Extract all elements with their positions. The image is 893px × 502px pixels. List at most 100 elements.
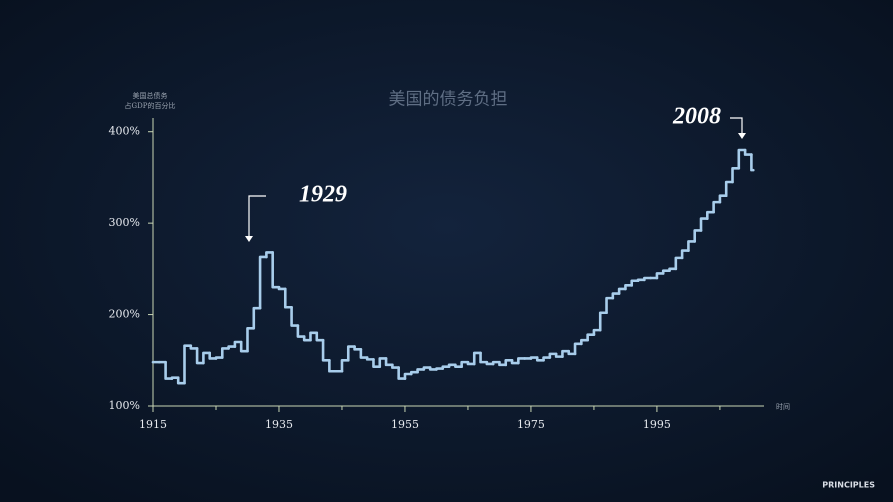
- line-step: [183, 344, 193, 385]
- line-step: [220, 347, 230, 359]
- line-step: [283, 287, 293, 309]
- line-step: [580, 338, 589, 346]
- line-step: [661, 269, 671, 275]
- line-step: [718, 194, 728, 204]
- line-step: [655, 272, 665, 280]
- x-axis-label: 时间: [776, 402, 790, 411]
- line-step: [277, 285, 287, 291]
- line-step: [510, 358, 520, 365]
- line-step: [535, 356, 545, 362]
- line-step: [548, 352, 558, 359]
- annotation-arrow: [248, 195, 266, 238]
- line-step: [441, 365, 451, 370]
- line-step: [592, 328, 602, 336]
- line-step: [328, 358, 337, 373]
- annotation: 1929: [299, 182, 347, 208]
- line-step: [258, 255, 268, 310]
- y-axis-label: 占GDP的百分比: [125, 101, 176, 110]
- line-step: [712, 200, 722, 214]
- line-step: [674, 256, 684, 271]
- line-step: [321, 338, 331, 362]
- line-step: [724, 180, 734, 198]
- line-step: [435, 367, 445, 371]
- line-step: [214, 356, 224, 360]
- line-step: [422, 366, 432, 371]
- line-step: [542, 356, 552, 362]
- annotation-arrow: [730, 117, 743, 134]
- line-step: [605, 296, 615, 315]
- line-step: [598, 311, 608, 332]
- line-step: [397, 366, 407, 380]
- x-tick-label: 1995: [643, 418, 671, 431]
- line-step: [391, 363, 400, 369]
- line-step: [340, 358, 350, 373]
- line-step: [246, 326, 256, 353]
- line-step: [195, 347, 205, 365]
- line-step: [472, 351, 482, 366]
- line-step: [636, 278, 646, 283]
- line-step: [504, 358, 514, 367]
- line-step: [485, 360, 495, 366]
- line-step: [617, 287, 627, 295]
- x-tick-label: 1935: [265, 418, 293, 431]
- line-step: [296, 324, 306, 338]
- line-step: [208, 351, 218, 360]
- line-step: [454, 363, 463, 368]
- line-step: [447, 363, 457, 368]
- line-step: [731, 166, 741, 184]
- line-step: [750, 153, 755, 172]
- line-step: [265, 251, 274, 259]
- line-step: [680, 249, 690, 260]
- line-step: [315, 331, 325, 342]
- line-step: [353, 345, 363, 351]
- x-tick-label: 1915: [139, 418, 167, 431]
- line-step: [365, 356, 375, 361]
- line-step: [693, 229, 703, 243]
- line-step: [428, 366, 438, 371]
- line-step: [573, 342, 583, 356]
- annotation-arrow-head: [245, 236, 253, 242]
- line-step: [630, 279, 640, 287]
- line-step: [466, 360, 476, 366]
- line-step: [737, 148, 747, 170]
- annotation-arrow-head: [738, 133, 746, 139]
- line-step: [668, 267, 678, 272]
- line-step: [479, 351, 489, 364]
- line-step: [233, 340, 243, 348]
- line-step: [643, 276, 652, 282]
- y-tick-label: 400%: [109, 125, 140, 138]
- line-step: [302, 335, 312, 342]
- x-tick-label: 1955: [391, 418, 419, 431]
- line-step: [170, 376, 180, 380]
- line-step: [460, 360, 470, 368]
- line-step: [359, 348, 369, 359]
- line-step: [624, 284, 634, 291]
- line-step: [384, 357, 394, 367]
- line-step: [164, 360, 174, 380]
- chart-title: 美国的债务负担: [389, 90, 508, 110]
- line-step: [378, 357, 388, 368]
- line-step: [290, 305, 300, 327]
- line-step: [271, 251, 281, 289]
- line-step: [189, 344, 199, 350]
- line-step: [743, 148, 753, 156]
- y-axis-label: 美国总债务: [133, 91, 168, 100]
- brand: PRINCIPLES: [822, 481, 875, 490]
- line-step: [176, 376, 186, 385]
- y-tick-label: 300%: [109, 216, 140, 229]
- x-tick-label: 1975: [517, 418, 545, 431]
- line-step: [687, 240, 697, 252]
- line-step: [202, 351, 211, 365]
- line-step: [611, 292, 621, 300]
- line-step: [498, 360, 508, 367]
- line-step: [529, 356, 539, 360]
- line-step: [252, 306, 262, 330]
- line-step: [227, 345, 237, 350]
- line-step: [239, 340, 249, 353]
- line-step: [491, 360, 501, 366]
- y-tick-label: 200%: [109, 308, 140, 321]
- line-step: [706, 210, 715, 220]
- line-step: [517, 357, 526, 365]
